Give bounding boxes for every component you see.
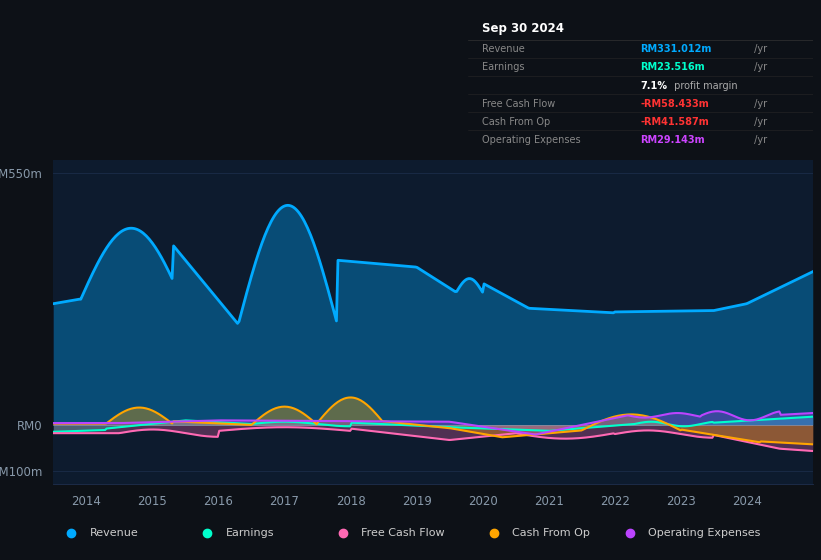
Text: RM29.143m: RM29.143m	[640, 135, 705, 144]
Text: /yr: /yr	[750, 99, 767, 109]
Text: Sep 30 2024: Sep 30 2024	[482, 22, 564, 35]
Text: Revenue: Revenue	[89, 529, 138, 538]
Text: Free Cash Flow: Free Cash Flow	[482, 99, 555, 109]
Text: Operating Expenses: Operating Expenses	[482, 135, 580, 144]
Text: RM23.516m: RM23.516m	[640, 63, 705, 72]
Text: 7.1%: 7.1%	[640, 81, 667, 91]
Text: -RM58.433m: -RM58.433m	[640, 99, 709, 109]
Text: Cash From Op: Cash From Op	[482, 116, 550, 127]
Text: Earnings: Earnings	[226, 529, 274, 538]
Text: Cash From Op: Cash From Op	[512, 529, 590, 538]
Text: profit margin: profit margin	[672, 81, 738, 91]
Text: Earnings: Earnings	[482, 63, 525, 72]
Text: Operating Expenses: Operating Expenses	[649, 529, 761, 538]
Text: -RM41.587m: -RM41.587m	[640, 116, 709, 127]
Text: /yr: /yr	[750, 44, 767, 54]
Text: RM331.012m: RM331.012m	[640, 44, 712, 54]
Text: /yr: /yr	[750, 116, 767, 127]
Text: Free Cash Flow: Free Cash Flow	[361, 529, 445, 538]
Text: /yr: /yr	[750, 63, 767, 72]
Text: /yr: /yr	[750, 135, 767, 144]
Text: Revenue: Revenue	[482, 44, 525, 54]
